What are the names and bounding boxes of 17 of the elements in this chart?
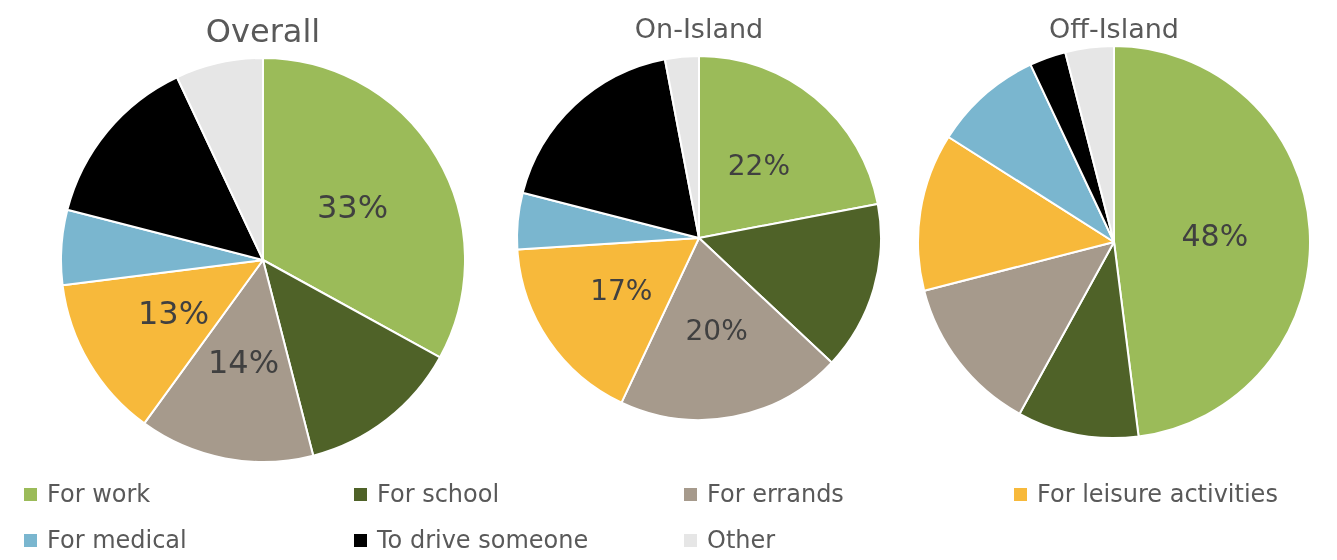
legend-label: Other — [707, 526, 776, 554]
chart-title: Overall — [205, 12, 321, 50]
legend-label: For medical — [47, 526, 187, 554]
data-label: 17% — [589, 274, 652, 308]
data-label: 22% — [727, 149, 790, 183]
data-label: 33% — [316, 188, 389, 227]
data-label: 20% — [685, 313, 748, 347]
legend-label: For work — [47, 480, 151, 508]
data-label: 13% — [137, 293, 210, 332]
chart-title: On-Island — [634, 13, 763, 44]
chart-title: Off-Island — [1049, 13, 1179, 44]
data-label: 48% — [1181, 218, 1249, 254]
legend-label: To drive someone — [377, 526, 589, 554]
data-label: 14% — [207, 343, 280, 382]
legend-label: For errands — [707, 480, 844, 508]
legend-label: For leisure activities — [1037, 480, 1278, 508]
legend-label: For school — [377, 480, 500, 508]
